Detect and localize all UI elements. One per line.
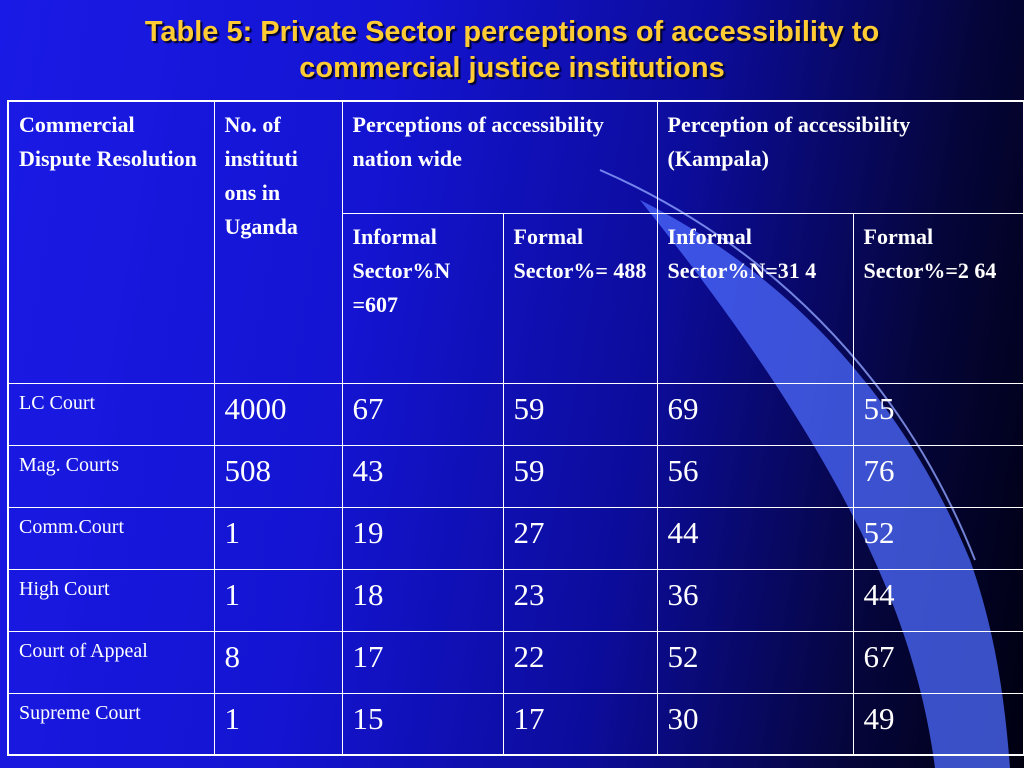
cell-kampala-informal: 30 bbox=[656, 692, 854, 756]
cell-kampala-informal: 52 bbox=[656, 630, 854, 694]
cell-nationwide-informal: 17 bbox=[341, 630, 504, 694]
cell-nationwide-informal: 43 bbox=[341, 444, 504, 508]
row-label: Supreme Court bbox=[7, 692, 215, 756]
table-subheader-row: Informal Sector%N =607 Formal Sector%= 4… bbox=[8, 212, 1024, 384]
cell-kampala-informal: 44 bbox=[656, 506, 854, 570]
header-nationwide: Perceptions of accessibility nation wide bbox=[341, 100, 658, 214]
cell-kampala-informal: 56 bbox=[656, 444, 854, 508]
slide-title: Table 5: Private Sector perceptions of a… bbox=[0, 14, 1024, 86]
cell-institutions-count: 1 bbox=[213, 568, 343, 632]
cell-institutions-count: 1 bbox=[213, 506, 343, 570]
table-row: High Court 1 18 23 36 44 bbox=[7, 568, 1024, 632]
subheader-nationwide-formal: Formal Sector%= 488 bbox=[502, 212, 658, 384]
header-institutions-count: No. of instituti ons in Uganda bbox=[213, 100, 343, 384]
cell-nationwide-informal: 15 bbox=[341, 692, 504, 756]
table-row: Mag. Courts 508 43 59 56 76 bbox=[7, 444, 1024, 508]
cell-institutions-count: 8 bbox=[213, 630, 343, 694]
cell-kampala-informal: 36 bbox=[656, 568, 854, 632]
subheader-kampala-formal: Formal Sector%=2 64 bbox=[852, 212, 1024, 384]
cell-kampala-informal: 69 bbox=[656, 382, 854, 446]
table-row: LC Court 4000 67 59 69 55 bbox=[7, 382, 1024, 446]
cell-nationwide-informal: 18 bbox=[341, 568, 504, 632]
cell-nationwide-informal: 19 bbox=[341, 506, 504, 570]
cell-nationwide-formal: 59 bbox=[502, 382, 658, 446]
subheader-nationwide-informal: Informal Sector%N =607 bbox=[341, 212, 504, 384]
cell-nationwide-formal: 17 bbox=[502, 692, 658, 756]
cell-kampala-formal: 52 bbox=[852, 506, 1024, 570]
cell-institutions-count: 1 bbox=[213, 692, 343, 756]
table-row: Supreme Court 1 15 17 30 49 bbox=[7, 692, 1024, 756]
subheader-kampala-informal: Informal Sector%N=31 4 bbox=[656, 212, 854, 384]
cell-nationwide-formal: 22 bbox=[502, 630, 658, 694]
cell-institutions-count: 508 bbox=[213, 444, 343, 508]
cell-nationwide-informal: 67 bbox=[341, 382, 504, 446]
table-row: Court of Appeal 8 17 22 52 67 bbox=[7, 630, 1024, 694]
header-kampala: Perception of accessibility (Kampala) bbox=[656, 100, 1024, 214]
row-label: Court of Appeal bbox=[7, 630, 215, 694]
cell-kampala-formal: 55 bbox=[852, 382, 1024, 446]
slide-title-line-1: Table 5: Private Sector perceptions of a… bbox=[144, 16, 880, 48]
row-label: Comm.Court bbox=[7, 506, 215, 570]
row-label: Mag. Courts bbox=[7, 444, 215, 508]
cell-nationwide-formal: 59 bbox=[502, 444, 658, 508]
table-row: Comm.Court 1 19 27 44 52 bbox=[7, 506, 1024, 570]
header-dispute-resolution: Commercial Dispute Resolution bbox=[7, 100, 215, 384]
cell-nationwide-formal: 23 bbox=[502, 568, 658, 632]
cell-kampala-formal: 67 bbox=[852, 630, 1024, 694]
row-label: LC Court bbox=[7, 382, 215, 446]
table-header-row: Commercial Dispute Resolution No. of ins… bbox=[7, 100, 1024, 384]
cell-kampala-formal: 44 bbox=[852, 568, 1024, 632]
cell-kampala-formal: 76 bbox=[852, 444, 1024, 508]
slide-title-line-2: commercial justice institutions bbox=[299, 52, 725, 84]
cell-nationwide-formal: 27 bbox=[502, 506, 658, 570]
row-label: High Court bbox=[7, 568, 215, 632]
cell-institutions-count: 4000 bbox=[213, 382, 343, 446]
accessibility-table: Commercial Dispute Resolution No. of ins… bbox=[7, 100, 1024, 756]
cell-kampala-formal: 49 bbox=[852, 692, 1024, 756]
